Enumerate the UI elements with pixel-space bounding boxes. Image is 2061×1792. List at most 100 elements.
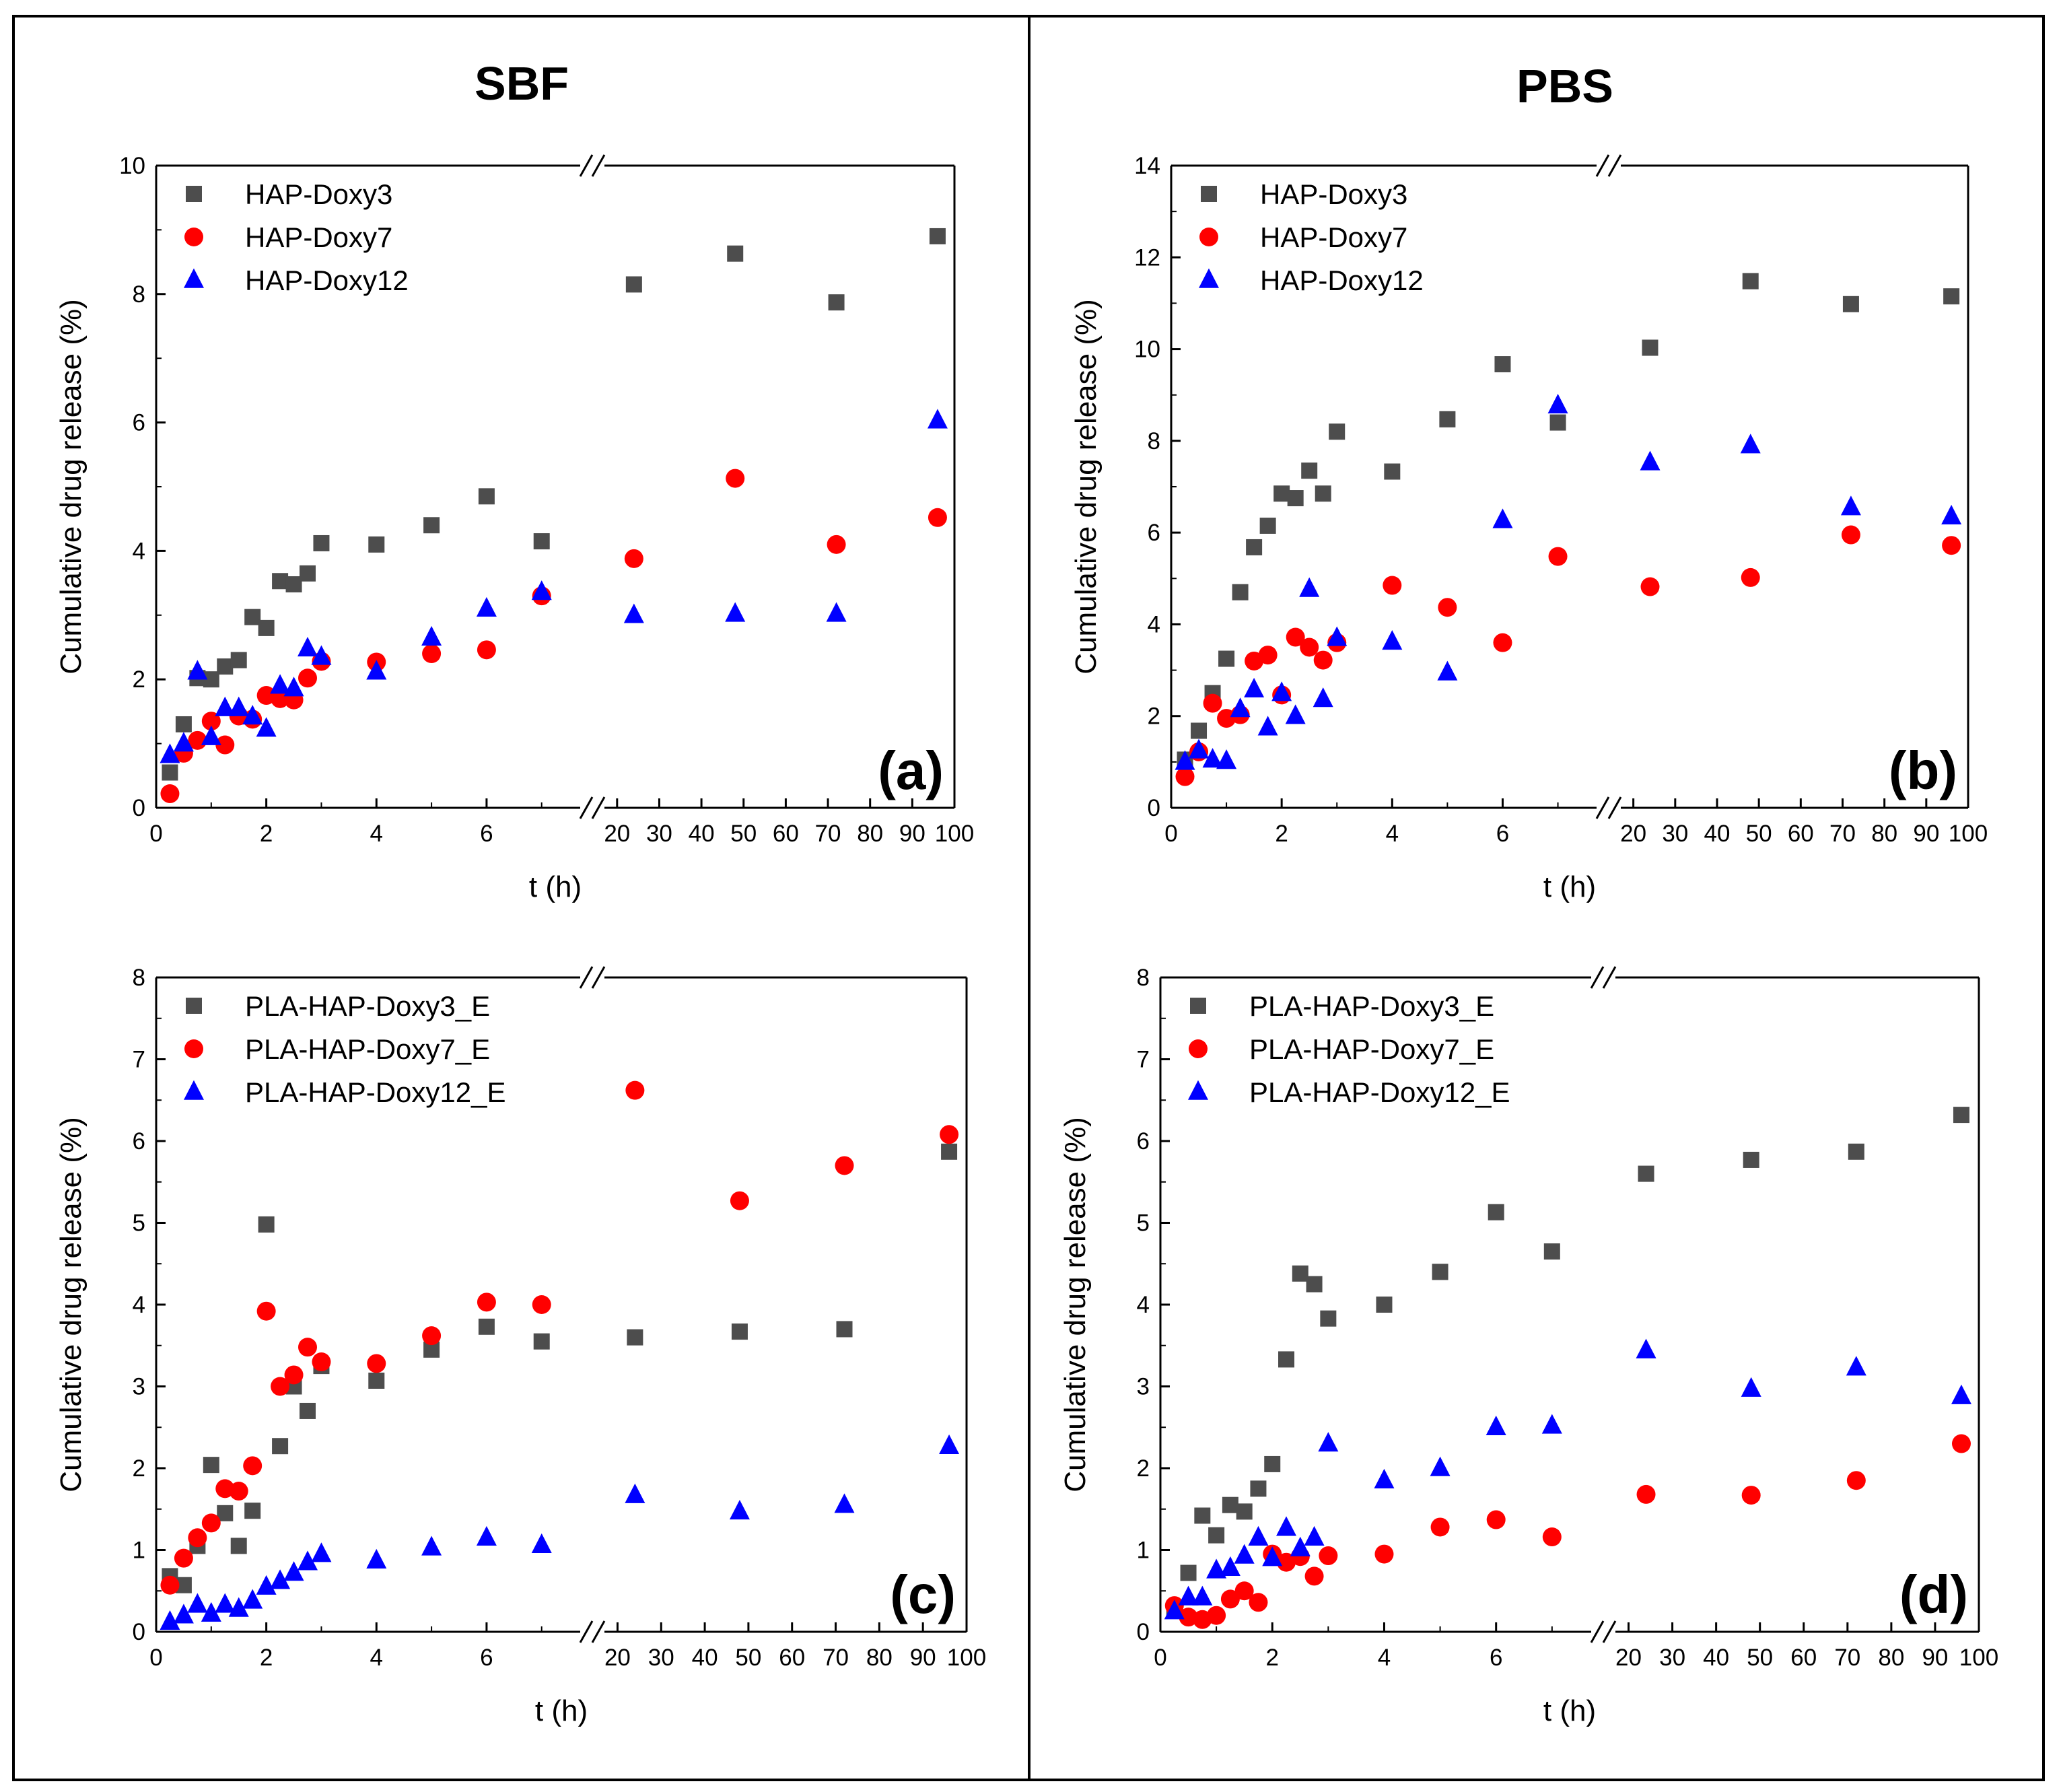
data-point (188, 1528, 207, 1548)
data-point (625, 1080, 645, 1100)
x-tick-label: 80 (857, 821, 883, 847)
data-point (1230, 697, 1251, 718)
x-tick-label: 4 (1386, 821, 1399, 847)
data-point (270, 674, 291, 694)
x-tick-label: 6 (480, 821, 493, 847)
legend-label: HAP-Doxy12 (245, 265, 409, 296)
legend: PLA-HAP-Doxy3_E PLA-HAP-Doxy7_E PLA-HAP-Do… (1188, 990, 1510, 1108)
data-point (623, 603, 644, 623)
data-point (1640, 450, 1661, 471)
axis-break-mark (579, 1620, 594, 1643)
data-point (256, 717, 277, 737)
data-point (298, 637, 318, 657)
x-tick-label: 6 (1490, 1645, 1502, 1671)
data-point (1329, 423, 1346, 440)
data-point (1547, 394, 1568, 414)
x-tick-label: 4 (370, 1645, 383, 1671)
y-tick-label: 5 (133, 1210, 145, 1237)
data-point (215, 1593, 236, 1613)
data-point (284, 1365, 304, 1385)
data-point (1743, 1151, 1759, 1168)
data-point (1636, 1338, 1656, 1358)
data-point (729, 1500, 750, 1520)
data-point (1430, 1456, 1451, 1476)
data-point (1164, 1599, 1185, 1620)
data-point (244, 609, 261, 625)
data-point (188, 730, 207, 750)
data-point (228, 1597, 249, 1617)
legend-label: HAP-Doxy3 (245, 178, 392, 210)
column-title-sbf: SBF (475, 57, 569, 110)
x-tick-label: 20 (604, 821, 630, 847)
data-point (533, 533, 550, 550)
x-tick-label: 4 (370, 821, 383, 847)
x-tick-label: 30 (1659, 1645, 1685, 1671)
data-point (1220, 1556, 1241, 1576)
data-point (477, 640, 496, 660)
x-tick-label: 50 (1747, 1645, 1773, 1671)
data-point (217, 1505, 234, 1521)
data-point (1276, 1516, 1297, 1536)
data-point (1320, 1310, 1337, 1327)
data-point (270, 1569, 291, 1589)
data-point (243, 1456, 263, 1476)
data-point (229, 1482, 248, 1501)
data-point (1259, 517, 1276, 534)
x-tick-label: 70 (815, 821, 841, 847)
data-point (1180, 1564, 1197, 1581)
axis-break-mark (591, 154, 606, 177)
data-point (311, 645, 332, 665)
y-tick-label: 0 (1137, 1619, 1150, 1645)
data-point (1271, 681, 1292, 701)
x-tick-label: 20 (1620, 821, 1646, 847)
data-point (928, 508, 947, 527)
legend-label: PLA-HAP-Doxy12_E (1249, 1076, 1510, 1108)
data-point (160, 1575, 180, 1595)
data-point (1841, 525, 1860, 545)
y-tick-label: 4 (1137, 1292, 1150, 1318)
data-point (625, 276, 642, 293)
series-PLA-HAP-Doxy12_E (1164, 1338, 1971, 1620)
data-point (271, 1377, 290, 1396)
legend: HAP-Doxy3 HAP-Doxy7 HAP-Doxy12 (1199, 178, 1424, 296)
data-point (1437, 660, 1458, 681)
axis-break-mark (591, 796, 606, 819)
data-point (1430, 1517, 1450, 1537)
data-point (1313, 650, 1333, 670)
data-point (1494, 356, 1511, 373)
x-tick-label: 100 (1959, 1645, 1998, 1671)
y-tick-label: 3 (1137, 1374, 1150, 1400)
panel-label: (c) (890, 1564, 956, 1624)
x-tick-label: 70 (1834, 1645, 1860, 1671)
x-tick-label: 40 (692, 1645, 718, 1671)
x-tick-label: 2 (1275, 821, 1288, 847)
data-point (1262, 1546, 1283, 1566)
axis-break-mark (579, 966, 594, 989)
data-point (531, 580, 552, 600)
series-HAP-Doxy12 (160, 409, 948, 763)
legend-marker (1199, 268, 1219, 288)
data-point (215, 735, 235, 755)
data-point (1319, 1546, 1338, 1566)
x-tick-label: 0 (1164, 821, 1177, 847)
x-tick-label: 30 (1662, 821, 1688, 847)
data-point (1432, 1264, 1448, 1280)
data-point (1246, 539, 1263, 555)
data-point (940, 1125, 959, 1144)
data-point (1220, 1589, 1240, 1609)
data-point (1234, 1544, 1255, 1564)
y-tick-label: 8 (1137, 965, 1150, 991)
data-point (625, 1483, 645, 1503)
data-point (1218, 650, 1235, 667)
data-point (272, 1438, 289, 1455)
data-point (1846, 1471, 1866, 1490)
data-point (1285, 704, 1306, 724)
data-point (1374, 1544, 1394, 1564)
legend-label: PLA-HAP-Doxy7_E (245, 1033, 490, 1065)
x-tick-label: 40 (1703, 1645, 1729, 1671)
legend-marker (184, 1080, 204, 1100)
y-tick-label: 8 (133, 965, 145, 991)
data-point (228, 696, 249, 716)
